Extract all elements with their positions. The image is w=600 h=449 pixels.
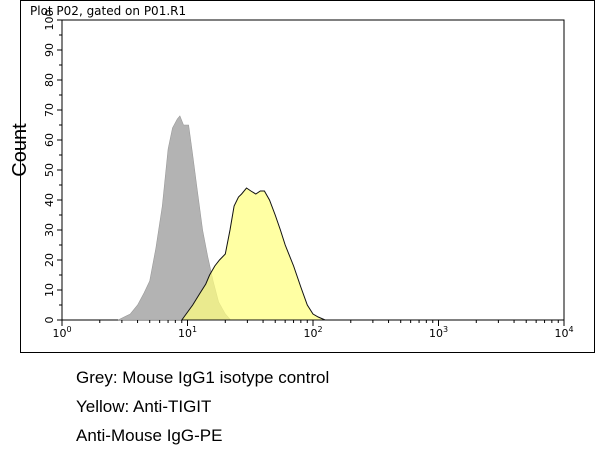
y-tick-label: 0: [43, 317, 56, 324]
legend-yellow: Yellow: Anti-TIGIT: [76, 397, 212, 416]
x-tick-label: 100: [52, 325, 71, 340]
x-tick-label: 103: [429, 325, 448, 340]
y-tick-label: 70: [43, 103, 56, 117]
y-tick-label: 40: [43, 193, 56, 207]
plot-area: [61, 19, 565, 321]
y-tick-label: 90: [43, 43, 56, 57]
x-tick-label: 101: [178, 325, 197, 340]
x-tick-label: 102: [303, 325, 322, 340]
y-tick-label: 10: [43, 283, 56, 297]
legend-grey: Grey: Mouse IgG1 isotype control: [76, 368, 330, 387]
y-tick-label: 80: [43, 73, 56, 87]
y-tick-label: 100: [43, 10, 56, 31]
x-tick-label: 104: [554, 325, 573, 340]
y-tick-label: 60: [43, 133, 56, 147]
histogram-series-2: [180, 187, 326, 321]
y-tick-label: 30: [43, 223, 56, 237]
y-tick-label: 50: [43, 163, 56, 177]
plot-title: Plot P02, gated on P01.R1: [30, 4, 187, 18]
y-tick-label: 20: [43, 253, 56, 267]
legend-conjugate: Anti-Mouse IgG-PE: [76, 426, 223, 445]
